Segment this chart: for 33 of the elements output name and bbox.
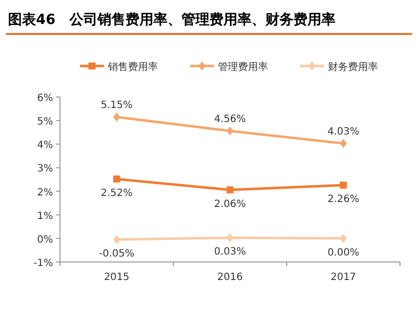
- y-tick-label: 6%: [37, 93, 53, 104]
- x-tick-label: 2017: [330, 272, 356, 283]
- data-label: 4.03%: [327, 126, 360, 138]
- point: [340, 234, 347, 243]
- point: [113, 176, 120, 183]
- x-tick-label: 2015: [104, 272, 130, 283]
- data-label: 5.15%: [100, 100, 133, 112]
- legend-label: 销售费用率: [107, 61, 158, 73]
- data-label: 0.00%: [327, 247, 360, 258]
- y-tick-label: 3%: [37, 164, 53, 175]
- chart-title: 图表46 公司销售费用率、管理费用率、财务费用率: [8, 11, 336, 28]
- point: [226, 126, 234, 136]
- y-tick-label: 4%: [37, 140, 53, 152]
- x-tick-label: 2016: [217, 272, 243, 283]
- point: [340, 182, 347, 189]
- data-label: 2.52%: [100, 188, 133, 200]
- point: [226, 186, 234, 194]
- y-tick-label: -1%: [34, 258, 53, 269]
- point: [340, 138, 347, 148]
- legend-label: 管理费用率: [218, 61, 268, 73]
- data-label: 2.26%: [327, 194, 360, 206]
- y-tick-label: 2%: [37, 187, 53, 198]
- point: [226, 233, 234, 242]
- legend-label: 财务费用率: [328, 61, 378, 73]
- data-label: 2.06%: [214, 198, 246, 210]
- data-label: 4.56%: [214, 114, 246, 125]
- point: [113, 112, 120, 122]
- data-label: 0.03%: [214, 246, 246, 258]
- y-tick-label: 5%: [37, 116, 53, 128]
- point: [113, 235, 120, 244]
- data-label: -0.05%: [98, 248, 134, 260]
- y-tick-label: 1%: [37, 210, 53, 222]
- y-tick-label: 0%: [37, 234, 53, 246]
